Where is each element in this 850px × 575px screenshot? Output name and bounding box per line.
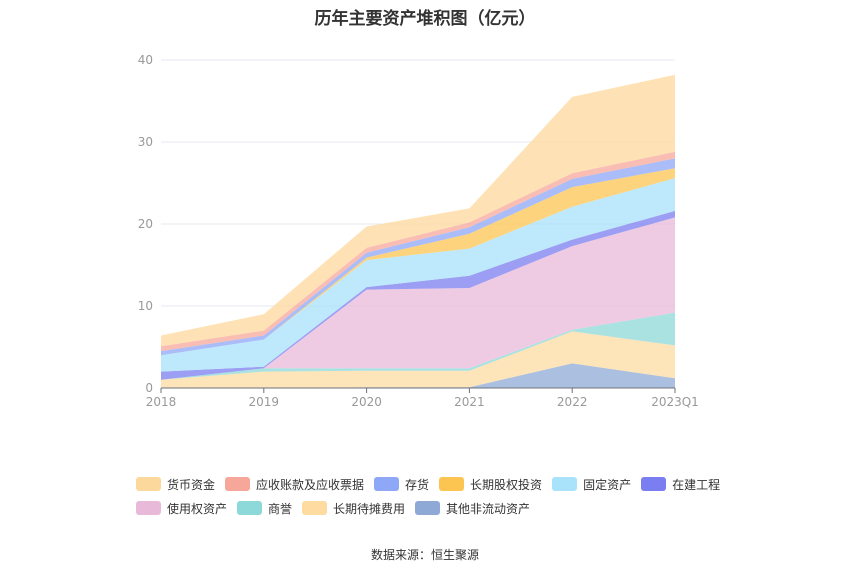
legend-label: 长期待摊费用 <box>333 501 406 516</box>
y-tick-label: 20 <box>138 217 153 231</box>
legend-label: 其他非流动资产 <box>446 501 531 516</box>
x-tick-label: 2020 <box>351 395 382 409</box>
area-在建工程 <box>161 210 675 380</box>
area-货币资金 <box>161 74 675 347</box>
chart-title: 历年主要资产堆积图（亿元） <box>314 9 536 29</box>
x-tick-label: 2021 <box>454 395 485 409</box>
legend-swatch <box>136 477 161 491</box>
legend-item[interactable]: 货币资金 <box>136 476 215 493</box>
legend-item[interactable]: 在建工程 <box>641 476 720 493</box>
legend-swatch <box>237 501 263 515</box>
legend-label: 固定资产 <box>583 477 632 492</box>
x-tick-label: 2019 <box>249 395 280 409</box>
legend-row: 使用权资产 商誉 长期待摊费用 其他非流动资产 <box>136 496 776 520</box>
legend-item[interactable]: 长期股权投资 <box>439 476 542 493</box>
y-tick-label: 40 <box>138 53 153 67</box>
stacked-area-chart: 0 10 20 30 40 2018 2019 2020 2021 2022 2023Q1 <box>138 53 699 409</box>
y-tick-label: 10 <box>138 299 153 313</box>
legend-label: 在建工程 <box>672 477 721 492</box>
legend-swatch <box>374 477 400 491</box>
area-使用权资产 <box>161 217 675 380</box>
legend-item[interactable]: 固定资产 <box>552 476 631 493</box>
legend-label: 存货 <box>405 477 430 492</box>
legend-item[interactable]: 使用权资产 <box>136 500 227 517</box>
legend-swatch <box>439 477 465 491</box>
legend-label: 商誉 <box>268 501 293 516</box>
legend-swatch <box>225 477 251 491</box>
legend-item[interactable]: 商誉 <box>237 500 292 517</box>
legend-label: 使用权资产 <box>167 501 228 516</box>
legend-swatch <box>302 501 328 515</box>
legend-swatch <box>552 477 578 491</box>
legend-item[interactable]: 存货 <box>374 476 429 493</box>
y-tick-label: 30 <box>138 135 153 149</box>
legend-label: 货币资金 <box>167 477 216 492</box>
area-series <box>161 74 675 388</box>
legend-label: 应收账款及应收票据 <box>256 477 365 492</box>
legend: 货币资金 应收账款及应收票据 存货 长期股权投资 固定资产 在建工程 使用权资产 商誉 长期待… <box>136 472 776 520</box>
y-axis-labels: 0 10 20 30 40 <box>138 53 153 395</box>
legend-row: 货币资金 应收账款及应收票据 存货 长期股权投资 固定资产 在建工程 <box>136 472 776 496</box>
area-固定资产 <box>161 178 675 372</box>
legend-label: 长期股权投资 <box>470 477 543 492</box>
legend-item[interactable]: 长期待摊费用 <box>302 500 405 517</box>
x-tick-label: 2022 <box>557 395 588 409</box>
area-其他非流动资产 <box>161 363 675 388</box>
x-tick-label: 2023Q1 <box>651 395 699 409</box>
legend-swatch <box>415 501 441 515</box>
area-长期待摊费用 <box>161 331 675 388</box>
legend-item[interactable]: 其他非流动资产 <box>415 500 530 517</box>
legend-item[interactable]: 应收账款及应收票据 <box>225 476 364 493</box>
area-长期股权投资 <box>161 168 675 356</box>
data-source: 数据来源：恒生聚源 <box>370 548 479 562</box>
x-axis <box>160 387 676 393</box>
legend-swatch <box>641 477 667 491</box>
x-tick-label: 2018 <box>146 395 177 409</box>
legend-swatch <box>136 501 161 515</box>
x-axis-labels: 2018 2019 2020 2021 2022 2023Q1 <box>146 395 699 409</box>
y-tick-label: 0 <box>145 381 153 395</box>
